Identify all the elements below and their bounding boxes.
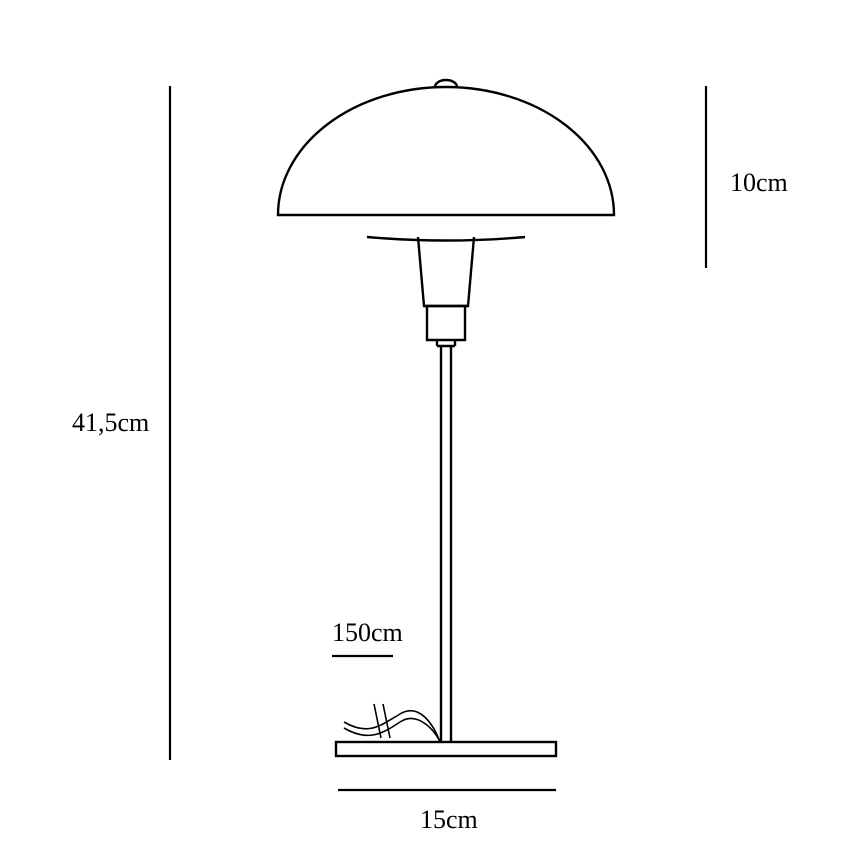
lamp-neck [418,237,474,306]
label-cord-length: 150cm [332,618,403,648]
lamp-base [336,742,556,756]
lamp-shade [278,87,614,215]
label-base-width: 15cm [420,805,478,835]
lamp-cord-b [344,719,440,742]
lamp-under-disc [367,237,525,241]
label-total-height: 41,5cm [72,408,149,438]
label-shade-height: 10cm [730,168,788,198]
cord-break-2 [374,704,381,738]
lamp-dimension-diagram: 41,5cm 10cm 15cm 150cm [0,0,868,868]
lamp-socket [427,306,465,340]
